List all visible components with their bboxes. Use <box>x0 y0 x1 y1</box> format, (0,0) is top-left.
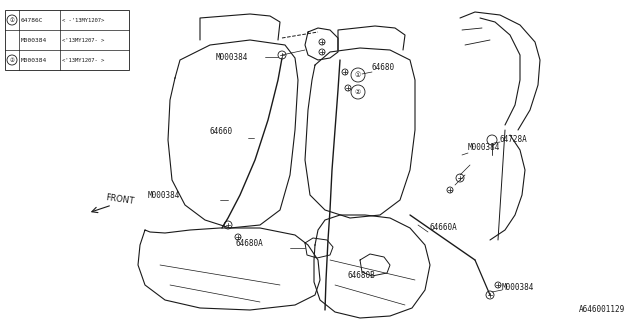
Text: M000384: M000384 <box>468 143 500 153</box>
Text: 64728A: 64728A <box>500 135 528 145</box>
Text: M000384: M000384 <box>216 52 248 61</box>
Text: 64660A: 64660A <box>430 223 458 233</box>
Text: 64680: 64680 <box>372 63 395 73</box>
Text: <'13MY1207- >: <'13MY1207- > <box>62 58 104 62</box>
Text: M000384: M000384 <box>148 190 180 199</box>
Text: ②: ② <box>355 89 361 95</box>
Text: < -'13MY1207>: < -'13MY1207> <box>62 18 104 22</box>
Text: 64786C: 64786C <box>21 18 44 22</box>
Text: M000384: M000384 <box>502 283 534 292</box>
Bar <box>5 10 129 70</box>
Text: A646001129: A646001129 <box>579 306 625 315</box>
Text: FRONT: FRONT <box>105 194 135 206</box>
Text: ①: ① <box>355 72 361 78</box>
Text: M000384: M000384 <box>21 58 47 62</box>
Text: ②: ② <box>10 58 15 62</box>
Text: 64680A: 64680A <box>235 238 263 247</box>
Text: 64680B: 64680B <box>348 270 376 279</box>
Text: 64660: 64660 <box>210 127 233 137</box>
Text: <'13MY1207- >: <'13MY1207- > <box>62 37 104 43</box>
Text: ①: ① <box>10 18 15 22</box>
Text: M000384: M000384 <box>21 37 47 43</box>
